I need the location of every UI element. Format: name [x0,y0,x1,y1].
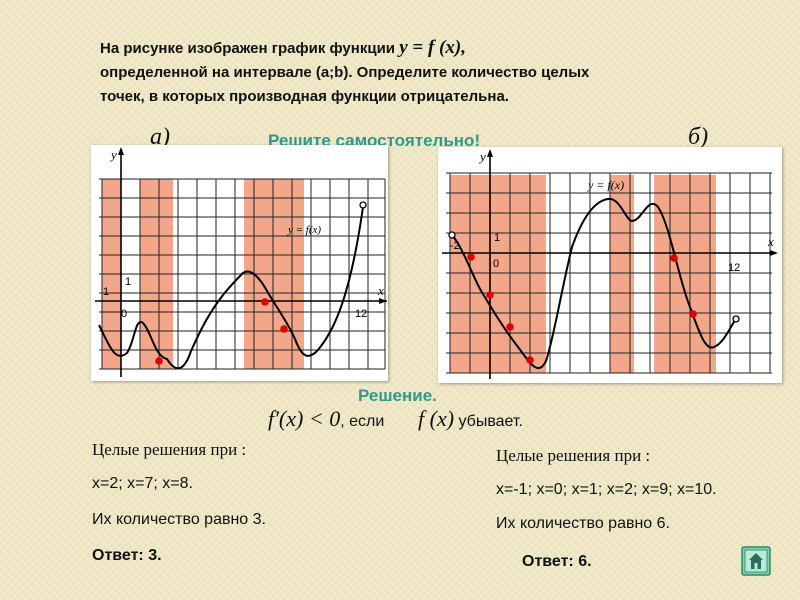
solution-decreasing: f (x) убывает. [418,406,523,432]
left-answer: Ответ: 3. [92,547,162,564]
graph-a-svg: y x y = f(x) 0 1 1 12 [95,147,387,377]
y-label-b: y [478,149,486,164]
point-b-2 [486,291,494,299]
origin-b: 0 [493,258,499,270]
neg-x-b: -2 [450,240,460,252]
task-comma: , [461,37,466,58]
startpoint-b [448,231,456,239]
endpoint-a [359,201,367,209]
x-label-a: x [377,283,384,298]
right-solutions: x=-1; x=0; x=1; x=2; x=9; x=10. [496,481,717,498]
tick-12-a: 12 [355,308,367,320]
home-nav-icon[interactable] [741,546,771,576]
right-answer: Ответ: 6. [522,553,592,570]
endpoint-b [732,315,740,323]
one-x-a: 1 [103,286,109,298]
origin-a: 0 [121,308,127,320]
solution-condition: f′(x) < 0, если [268,406,384,432]
graph-b: y x y = f(x) 0 1 -2 12 [438,147,782,383]
function-expression: f (x) [418,406,455,431]
task-line-2: определенной на интервале (a;b). Определ… [100,64,590,81]
function-notation: y = f (x) [399,37,462,58]
graph-a: y x y = f(x) 0 1 1 12 [91,145,388,381]
y-label-a: y [109,147,117,162]
task-text-1: На рисунке изображен график функции [100,40,400,57]
left-solutions: x=2; x=7; x=8. [92,475,193,492]
one-y-b: 1 [494,232,500,244]
label-b: б) [688,124,709,150]
task-line-3: точек, в которых производная функции отр… [100,88,509,105]
band-b-1 [450,175,546,373]
curve-a [98,206,364,370]
right-count: Их количество равно 6. [496,515,670,532]
point-b-6 [689,310,697,318]
x-label-b: x [767,234,774,249]
task-line-1: На рисунке изображен график функции y = … [100,36,720,61]
left-title: Целые решения при : [92,440,247,459]
decreasing-word: убывает. [458,413,523,430]
y-arrow-a [118,147,124,155]
point-a-2 [261,298,269,306]
point-a-1 [155,357,163,365]
right-title: Целые решения при : [496,446,651,465]
y-arrow-b [487,149,493,157]
graph-b-svg: y x y = f(x) 0 1 -2 12 [442,149,778,379]
left-count: Их количество равно 3. [92,511,266,528]
x-arrow-a [379,298,387,304]
curve-label-b: y = f(x) [587,178,624,192]
point-b-3 [506,323,514,331]
x-arrow-b [770,250,778,256]
point-b-4 [526,356,534,364]
solution-heading: Решение. [358,386,437,405]
derivative-expression: f′(x) < 0 [268,406,341,431]
label-a: а) [150,124,170,150]
point-a-3 [280,325,288,333]
band-b-3 [654,175,716,373]
one-y-a: 1 [125,276,131,288]
curve-label-a: y = f(x) [287,224,321,236]
point-b-1 [467,253,475,261]
point-b-5 [670,254,678,262]
if-word: , если [340,413,385,430]
task-statement: На рисунке изображен график функции y = … [100,36,720,109]
tick-12-b: 12 [728,262,740,274]
